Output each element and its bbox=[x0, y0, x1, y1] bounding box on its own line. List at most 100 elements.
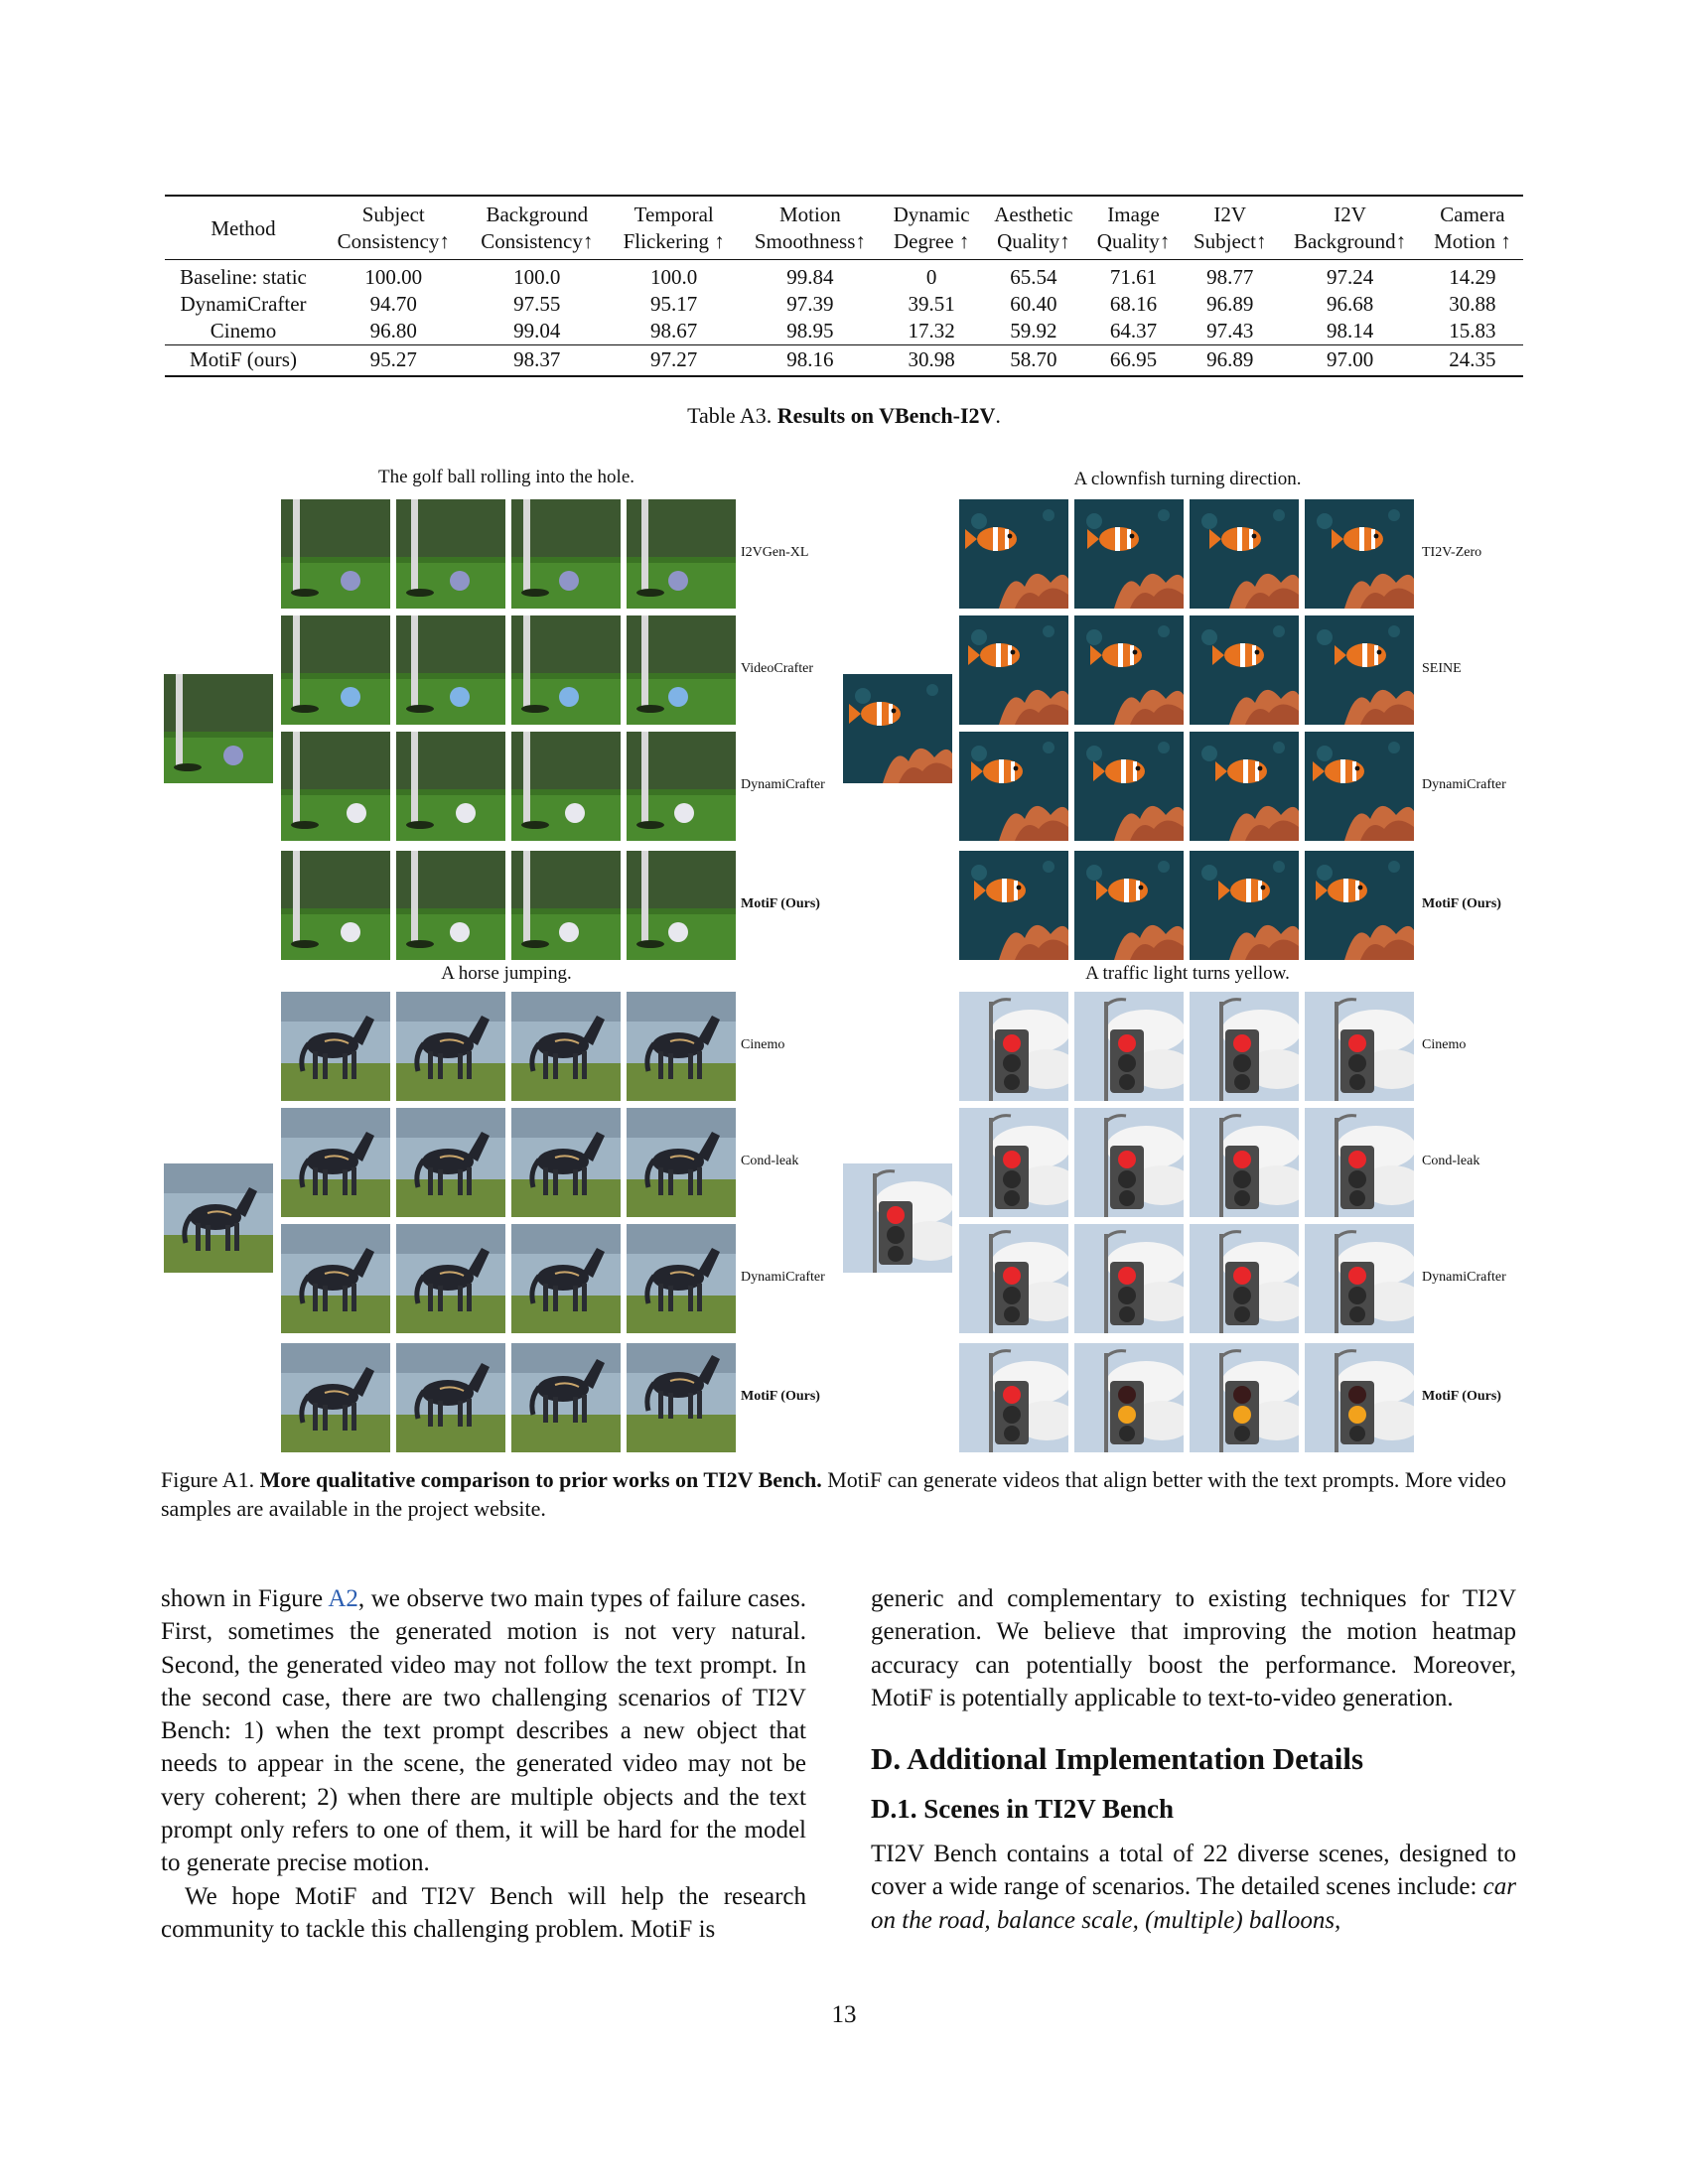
value-cell: 66.95 bbox=[1084, 344, 1183, 377]
table-caption-title: Results on VBench-I2V bbox=[776, 403, 996, 428]
value-cell: 24.35 bbox=[1421, 344, 1523, 377]
value-cell: 98.14 bbox=[1326, 319, 1374, 342]
video-frame bbox=[281, 1224, 390, 1333]
value-cell: 65.54 bbox=[1010, 265, 1057, 289]
video-frame bbox=[627, 499, 736, 609]
value-cell: 95.17 bbox=[650, 292, 698, 316]
column-header: I2V Subject↑ bbox=[1182, 195, 1279, 260]
method-label: DynamiCrafter bbox=[1422, 777, 1506, 792]
video-frame bbox=[396, 615, 505, 725]
method-cell: DynamiCrafter bbox=[180, 292, 307, 316]
video-frame bbox=[396, 992, 505, 1101]
video-frame bbox=[1190, 1224, 1299, 1333]
video-frame bbox=[627, 992, 736, 1101]
method-label: SEINE bbox=[1422, 661, 1462, 676]
table-caption-end: . bbox=[995, 403, 1001, 428]
method-label: MotiF (Ours) bbox=[1422, 1389, 1501, 1404]
section-heading: D. Additional Implementation Details bbox=[871, 1741, 1364, 1777]
panel-title: The golf ball rolling into the hole. bbox=[377, 467, 635, 487]
video-frame bbox=[511, 499, 621, 609]
method-label: DynamiCrafter bbox=[741, 1270, 825, 1285]
panel-title: A horse jumping. bbox=[441, 963, 572, 984]
input-image bbox=[164, 674, 273, 783]
video-frame bbox=[959, 732, 1068, 841]
video-frame bbox=[959, 615, 1068, 725]
table-caption-label: Table A3. bbox=[687, 403, 777, 428]
video-frame bbox=[511, 1343, 621, 1452]
value-cell: 95.27 bbox=[322, 344, 466, 377]
right-column: generic and complementary to existing te… bbox=[871, 1582, 1516, 1937]
value-cell: 100.0 bbox=[650, 265, 698, 289]
video-frame bbox=[396, 1343, 505, 1452]
video-frame bbox=[281, 615, 390, 725]
value-cell: 99.84 bbox=[786, 265, 834, 289]
method-label: I2VGen-XL bbox=[741, 545, 809, 560]
column-header: Image Quality↑ bbox=[1084, 195, 1183, 260]
video-frame bbox=[627, 851, 736, 960]
video-frame bbox=[1190, 1343, 1299, 1452]
video-frame bbox=[1074, 1343, 1184, 1452]
value-cell: 39.51 bbox=[908, 292, 955, 316]
column-header: I2V Background↑ bbox=[1278, 195, 1422, 260]
value-cell: 59.92 bbox=[1010, 319, 1057, 342]
value-cell: 97.55 bbox=[513, 292, 561, 316]
left-paragraph-1: shown in Figure A2, we observe two main … bbox=[161, 1585, 806, 1877]
video-frame bbox=[1305, 1224, 1414, 1333]
video-frame bbox=[511, 1108, 621, 1217]
video-frame bbox=[627, 1343, 736, 1452]
video-frame bbox=[511, 615, 621, 725]
method-label: Cond-leak bbox=[741, 1154, 799, 1168]
value-cell: 98.67 bbox=[650, 319, 698, 342]
value-cell: 97.24 bbox=[1326, 265, 1374, 289]
value-cell: 15.83 bbox=[1449, 319, 1496, 342]
method-label: Cond-leak bbox=[1422, 1154, 1480, 1168]
left-column: shown in Figure A2, we observe two main … bbox=[161, 1582, 806, 1946]
subsection-heading: D.1. Scenes in TI2V Bench bbox=[871, 1794, 1175, 1825]
video-frame bbox=[1305, 615, 1414, 725]
video-frame bbox=[1074, 732, 1184, 841]
video-frame bbox=[1305, 851, 1414, 960]
method-label: MotiF (Ours) bbox=[741, 896, 820, 911]
video-frame bbox=[511, 992, 621, 1101]
video-frame bbox=[281, 499, 390, 609]
video-frame bbox=[627, 615, 736, 725]
video-frame bbox=[1305, 499, 1414, 609]
video-frame bbox=[396, 1108, 505, 1217]
video-frame bbox=[1074, 992, 1184, 1101]
video-frame bbox=[1074, 499, 1184, 609]
video-frame bbox=[959, 1343, 1068, 1452]
method-cell: MotiF (ours) bbox=[165, 344, 322, 377]
video-frame bbox=[1305, 992, 1414, 1101]
value-cell: 71.61 bbox=[1109, 265, 1158, 289]
right-paragraph-2: TI2V Bench contains a total of 22 divers… bbox=[871, 1841, 1516, 1934]
method-label: DynamiCrafter bbox=[1422, 1270, 1506, 1285]
video-frame bbox=[1305, 732, 1414, 841]
column-header: Subject Consistency↑ bbox=[322, 195, 466, 260]
value-cell: 100.00 bbox=[364, 265, 423, 289]
table-row: MotiF (ours) 95.27 98.37 97.27 98.16 30.98 58.… bbox=[165, 344, 1523, 377]
video-frame bbox=[511, 732, 621, 841]
method-label: DynamiCrafter bbox=[741, 777, 825, 792]
column-header: Camera Motion ↑ bbox=[1421, 195, 1523, 260]
video-frame bbox=[396, 732, 505, 841]
figure-a2-link[interactable]: A2 bbox=[328, 1585, 358, 1612]
video-frame bbox=[959, 851, 1068, 960]
video-frame bbox=[1074, 1224, 1184, 1333]
figure-caption-label: Figure A1. bbox=[161, 1467, 260, 1492]
vbench-results-table: Method Subject Consistency↑ Background Consi… bbox=[165, 195, 1523, 377]
column-header: Motion Smoothness↑ bbox=[739, 195, 882, 260]
value-cell: 68.16 bbox=[1109, 292, 1158, 316]
value-cell: 98.16 bbox=[739, 344, 882, 377]
video-frame bbox=[511, 1224, 621, 1333]
input-image bbox=[164, 1163, 273, 1273]
scene-list-italic: car on the road, balance scale, (multipl… bbox=[871, 1873, 1516, 1934]
video-frame bbox=[281, 851, 390, 960]
video-frame bbox=[1074, 851, 1184, 960]
column-header: Dynamic Degree ↑ bbox=[881, 195, 982, 260]
value-cell: 96.80 bbox=[369, 319, 417, 342]
value-cell: 97.43 bbox=[1206, 319, 1254, 342]
figure-caption-text: MotiF can generate videos that align bet… bbox=[161, 1467, 1506, 1521]
qualitative-comparison-figure: The golf ball rolling into the hole. bbox=[164, 467, 1506, 1452]
method-label: TI2V-Zero bbox=[1422, 545, 1482, 560]
video-frame bbox=[959, 1224, 1068, 1333]
